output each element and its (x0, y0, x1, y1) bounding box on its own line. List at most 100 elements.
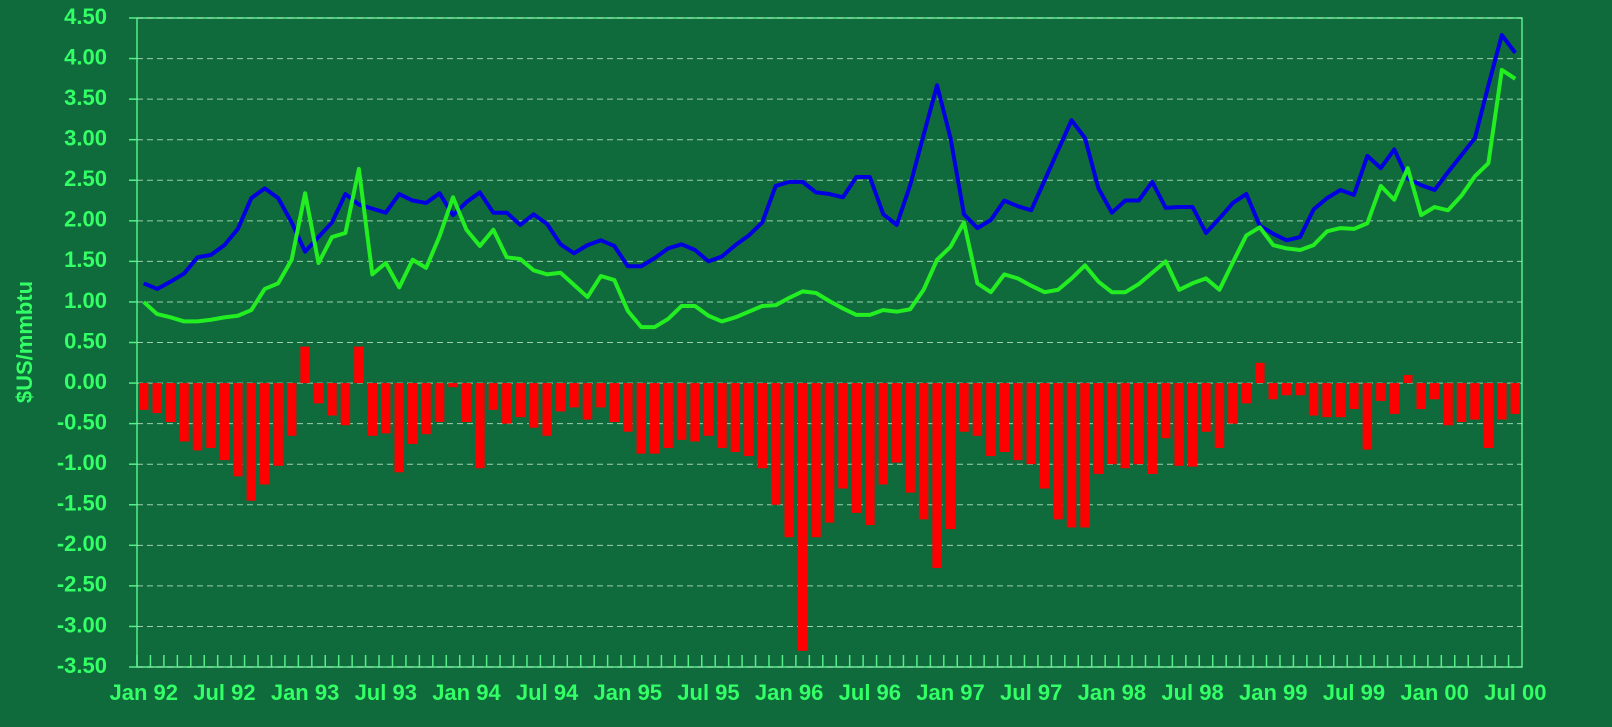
bar (690, 383, 700, 442)
bar (582, 383, 593, 420)
bar (999, 383, 1010, 453)
x-tick-label: Jan 00 (1400, 680, 1469, 705)
y-tick-label: 2.50 (64, 166, 107, 191)
bar (824, 383, 835, 523)
bar (609, 383, 620, 423)
bar (381, 383, 391, 434)
bar (179, 383, 189, 442)
bar (1268, 383, 1278, 400)
bar (1053, 383, 1063, 520)
bar (1443, 383, 1453, 426)
bar (918, 383, 929, 520)
x-tick-label: Jan 95 (594, 680, 663, 705)
x-tick-label: Jan 97 (916, 680, 985, 705)
bar (744, 383, 754, 457)
bar (1429, 383, 1440, 400)
bar (811, 383, 821, 538)
bar (636, 383, 646, 454)
bar (1093, 383, 1104, 474)
x-tick-label: Jan 92 (109, 680, 178, 705)
bar (730, 383, 741, 453)
x-tick-label: Jan 93 (271, 680, 340, 705)
bar (851, 383, 862, 513)
x-tick-label: Jul 00 (1484, 680, 1546, 705)
bar (1389, 383, 1399, 414)
bar (219, 383, 230, 461)
bar (569, 383, 579, 408)
bar (1134, 383, 1144, 465)
bar (1416, 383, 1426, 410)
bar (1322, 383, 1332, 418)
y-tick-label: -3.00 (57, 612, 107, 637)
bar (139, 383, 149, 410)
bar (286, 383, 297, 436)
bar (986, 383, 996, 457)
bar (797, 383, 808, 651)
x-tick-label: Jan 96 (755, 680, 824, 705)
y-tick-label: 0.00 (64, 369, 107, 394)
bar (1201, 383, 1211, 432)
bar (192, 383, 203, 451)
y-tick-label: -1.00 (57, 450, 107, 475)
y-tick-label: 3.00 (64, 126, 107, 151)
bar (421, 383, 431, 435)
bar (838, 383, 848, 489)
y-tick-label: 1.50 (64, 247, 107, 272)
y-tick-label: 1.00 (64, 288, 107, 313)
bar (300, 346, 310, 384)
bar (1147, 383, 1157, 474)
bar (1497, 383, 1507, 420)
bar (1026, 383, 1036, 465)
bar (475, 383, 485, 469)
x-tick-label: Jul 94 (516, 680, 579, 705)
x-tick-label: Jan 98 (1078, 680, 1147, 705)
x-tick-label: Jul 98 (1161, 680, 1223, 705)
y-tick-label: -2.50 (57, 572, 107, 597)
bar (407, 383, 418, 444)
bar (448, 383, 458, 388)
bar (246, 383, 257, 501)
bar (1120, 383, 1131, 469)
bar (273, 383, 283, 466)
bar (932, 383, 942, 569)
x-tick-label: Jan 99 (1239, 680, 1308, 705)
y-tick-label: 2.00 (64, 207, 107, 232)
bar (1214, 383, 1225, 448)
x-tick-label: Jul 93 (355, 680, 417, 705)
y-tick-label: -0.50 (57, 409, 107, 434)
bar (892, 383, 902, 463)
bar (542, 383, 552, 436)
bar (649, 383, 660, 454)
y-axis-label: $US/mmbtu (12, 281, 37, 403)
bar (676, 383, 687, 440)
bar (313, 383, 324, 404)
bar (1241, 383, 1252, 404)
bar (703, 383, 714, 436)
bar (1174, 383, 1184, 466)
bar (959, 383, 969, 432)
bar (367, 383, 378, 436)
bar (488, 383, 499, 410)
x-tick-label: Jul 97 (1000, 680, 1062, 705)
bar (1255, 362, 1265, 384)
bar (1013, 383, 1023, 461)
bar (1295, 383, 1305, 396)
bar (1080, 383, 1090, 528)
bar (1349, 383, 1359, 410)
bar (878, 383, 888, 485)
y-tick-label: 0.50 (64, 328, 107, 353)
bar (461, 383, 472, 423)
x-tick-label: Jul 92 (193, 680, 255, 705)
bar (757, 383, 767, 469)
bar (771, 383, 781, 505)
x-tick-label: Jan 94 (432, 680, 501, 705)
x-tick-label: Jul 99 (1323, 680, 1385, 705)
bar (502, 383, 512, 424)
bar (972, 383, 983, 436)
bar (1039, 383, 1050, 489)
bar (1456, 383, 1467, 423)
bar (784, 383, 794, 538)
bar (1281, 383, 1292, 396)
